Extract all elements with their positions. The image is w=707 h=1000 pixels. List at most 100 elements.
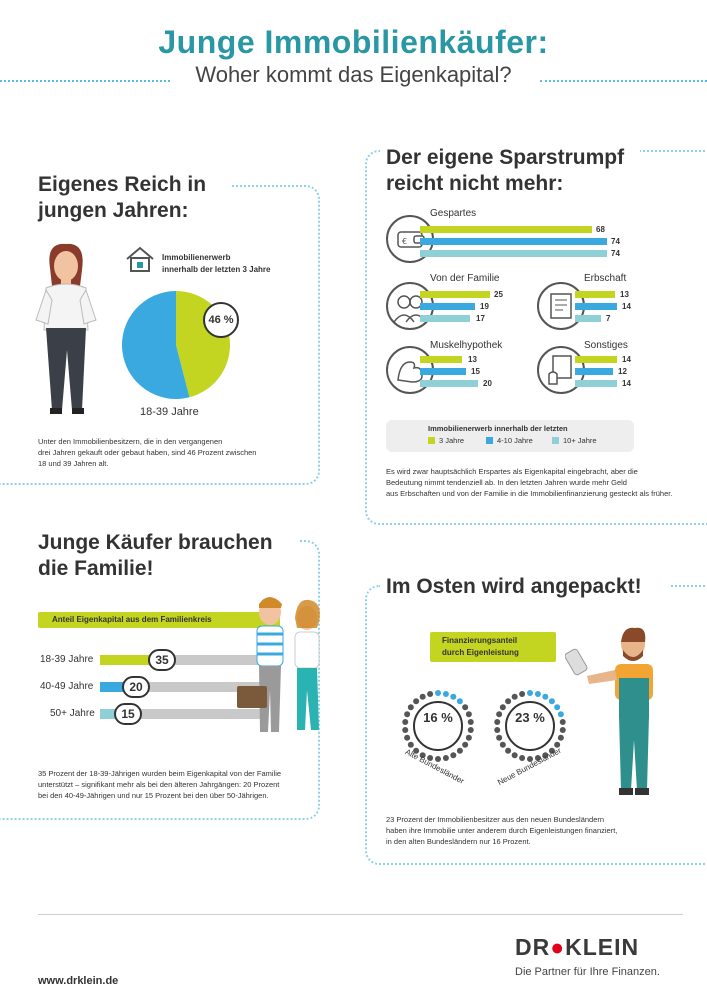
pie-value-label: 46 % — [203, 302, 239, 338]
logo: DR●KLEIN — [515, 934, 640, 960]
gauge-dot — [499, 741, 506, 748]
gauge-dot — [413, 698, 420, 705]
gauge-dot — [467, 726, 474, 733]
bar-familie-3 — [420, 291, 490, 298]
house-icon — [126, 246, 154, 272]
group-label: Gespartes — [430, 208, 477, 219]
group-label: Von der Familie — [430, 273, 500, 284]
value-pill: 35 — [148, 649, 176, 671]
gauge-dot — [402, 726, 409, 733]
gauge-dot — [419, 752, 426, 759]
gauge-dot — [450, 752, 457, 759]
row-label: 18-39 Jahre — [40, 654, 94, 665]
footer-divider — [38, 914, 683, 915]
page-title: Junge Immobilienkäufer: — [158, 24, 549, 60]
section-heading: Im Osten wird angepackt! — [386, 575, 642, 598]
bar-track — [100, 655, 260, 665]
gauge-dot — [542, 752, 549, 759]
gauge-dot — [557, 734, 564, 741]
section-description: 23 Prozent der Immobilienbesitzer aus de… — [386, 815, 618, 846]
website-link[interactable]: www.drklein.de — [38, 975, 119, 987]
gauge-dot — [465, 711, 472, 718]
bar-erbschaft-3 — [575, 291, 615, 298]
value-label: 19 — [480, 302, 489, 311]
bar-sonstiges-10plus — [575, 380, 617, 387]
value-label: 74 — [611, 237, 620, 246]
legend-swatch — [486, 437, 493, 444]
gauge-dot — [505, 747, 512, 754]
bar-40-49 — [100, 682, 128, 692]
gauge-dot — [542, 693, 549, 700]
gauge-dot — [557, 711, 564, 718]
gauge-dot — [467, 719, 474, 726]
bar-muskel-3 — [420, 356, 462, 363]
gauge-dot — [534, 690, 541, 697]
value-label: 15 — [471, 367, 480, 376]
gauge-dot — [419, 693, 426, 700]
value-label: 7 — [606, 314, 611, 323]
gauge-center — [505, 701, 555, 751]
value-label: 14 — [622, 302, 631, 311]
gauge-value: 23 % — [515, 710, 545, 725]
bar-sonstiges-4-10 — [575, 368, 613, 375]
section-heading: Junge Käufer brauchen die Familie! — [38, 531, 273, 580]
value-label: 14 — [622, 355, 631, 364]
row-label: 40-49 Jahre — [40, 681, 94, 692]
section-description: 35 Prozent der 18-39-Jährigen wurden bei… — [38, 769, 282, 800]
gauge-dot — [559, 719, 566, 726]
pie-legend: Immobilienerwerb innerhalb der letzten 3… — [162, 253, 271, 274]
row-label: 50+ Jahre — [50, 708, 95, 719]
value-label: 12 — [618, 367, 627, 376]
value-label: 74 — [611, 249, 620, 258]
gauge-dot — [404, 734, 411, 741]
chart-banner: Finanzierungsanteil durch Eigenleistung — [430, 632, 556, 662]
woman-illustration — [35, 243, 97, 414]
gauge-dot — [548, 747, 555, 754]
bar-gespartes-3 — [420, 226, 592, 233]
gauge-dot — [465, 734, 472, 741]
gauge-dot — [559, 726, 566, 733]
value-label: 25 — [494, 290, 503, 299]
gauge-dot — [435, 690, 441, 696]
gauge-dot — [511, 693, 518, 700]
group-label: Sonstiges — [584, 340, 628, 351]
gauge-dot — [462, 741, 469, 748]
bar-track — [100, 709, 260, 719]
couple-illustration — [237, 597, 320, 732]
gauge-dot — [427, 690, 434, 697]
gauge-dot — [534, 755, 541, 762]
section-description: Unter den Immobilienbesitzern, die in de… — [38, 437, 257, 468]
gauge-dot — [554, 704, 561, 711]
chart-legend: Immobilienerwerb innerhalb der letzten 3… — [386, 420, 634, 452]
gauge-chart — [494, 690, 566, 762]
value-pill: 15 — [114, 703, 142, 725]
pie-caption: 18-39 Jahre — [140, 406, 199, 418]
value-label: 68 — [596, 225, 605, 234]
gauge-value: 16 % — [423, 710, 453, 725]
group-label: Muskelhypothek — [430, 340, 503, 351]
bar-familie-10plus — [420, 315, 470, 322]
gauge-dot — [494, 719, 501, 726]
bar-18-39 — [100, 655, 155, 665]
gauge-dot — [496, 734, 503, 741]
svg-text:€: € — [402, 237, 407, 246]
value-label: 13 — [468, 355, 477, 364]
bar-muskel-10plus — [420, 380, 478, 387]
gauge-dot — [505, 698, 512, 705]
gauge-dot — [404, 711, 411, 718]
gauge-dot — [442, 755, 449, 762]
gauge-chart — [402, 690, 474, 762]
gauge-dot — [402, 719, 409, 726]
gauge-center — [413, 701, 463, 751]
gauge-dot — [450, 693, 457, 700]
divider — [540, 80, 707, 82]
gauge-dot — [496, 711, 503, 718]
gauge-dot — [427, 755, 434, 762]
gauge-dot — [554, 741, 561, 748]
section-description: Es wird zwar hauptsächlich Erspartes als… — [386, 467, 673, 498]
gauge-dot — [456, 747, 463, 754]
bar-sonstiges-3 — [575, 356, 617, 363]
gauge-dot — [413, 747, 420, 754]
legend-swatch — [428, 437, 435, 444]
bar-erbschaft-10plus — [575, 315, 601, 322]
